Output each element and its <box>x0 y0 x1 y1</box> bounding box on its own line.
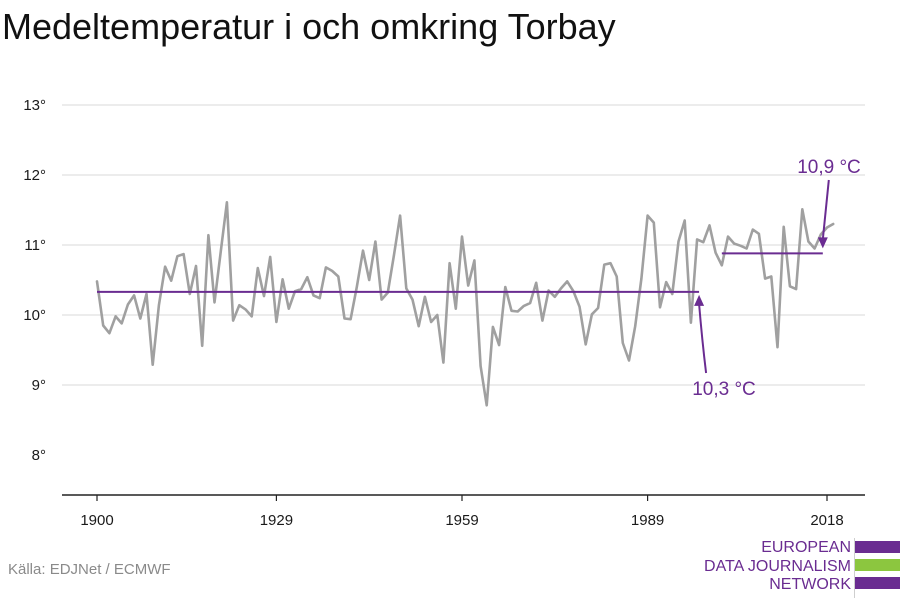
annotation-arrowhead-10-3 <box>694 294 705 306</box>
annotation-arrow-10-9 <box>821 179 830 240</box>
logo-bar-top <box>855 541 900 553</box>
chart-title: Medeltemperatur i och omkring Torbay <box>2 6 616 47</box>
annotation-arrow-10-3 <box>698 303 708 374</box>
y-tick-label: 9° <box>32 377 46 394</box>
y-tick-label: 8° <box>32 447 46 464</box>
logo-line-european: EUROPEAN <box>761 539 851 556</box>
y-tick-label: 10° <box>23 307 46 324</box>
annotation-label-10-9: 10,9 °C <box>797 157 861 178</box>
temperature-series-line <box>95 201 835 407</box>
x-tick-label: 1929 <box>260 512 293 529</box>
annotation-label-10-3: 10,3 °C <box>692 379 756 400</box>
logo-line-data-journalism: DATA JOURNALISM <box>704 557 851 575</box>
logo-text: EUROPEAN DATA JOURNALISM NETWORK <box>704 539 851 595</box>
edjnet-logo: EUROPEAN DATA JOURNALISM NETWORK <box>700 538 900 598</box>
annotation-arrowhead-10-9 <box>817 237 828 249</box>
x-tick-label: 1959 <box>445 512 478 529</box>
source-note: Källa: EDJNet / ECMWF <box>8 561 171 578</box>
logo-bar-middle <box>855 559 900 571</box>
x-tick-label: 2018 <box>810 512 843 529</box>
x-tick-label: 1989 <box>631 512 664 529</box>
x-tick-label: 1900 <box>80 512 113 529</box>
logo-bar-bottom <box>855 577 900 589</box>
logo-line-network: NETWORK <box>769 576 851 593</box>
logo-divider <box>854 538 855 598</box>
y-tick-label: 13° <box>23 97 46 114</box>
y-tick-label: 11° <box>24 237 46 254</box>
y-tick-label: 12° <box>23 167 46 184</box>
